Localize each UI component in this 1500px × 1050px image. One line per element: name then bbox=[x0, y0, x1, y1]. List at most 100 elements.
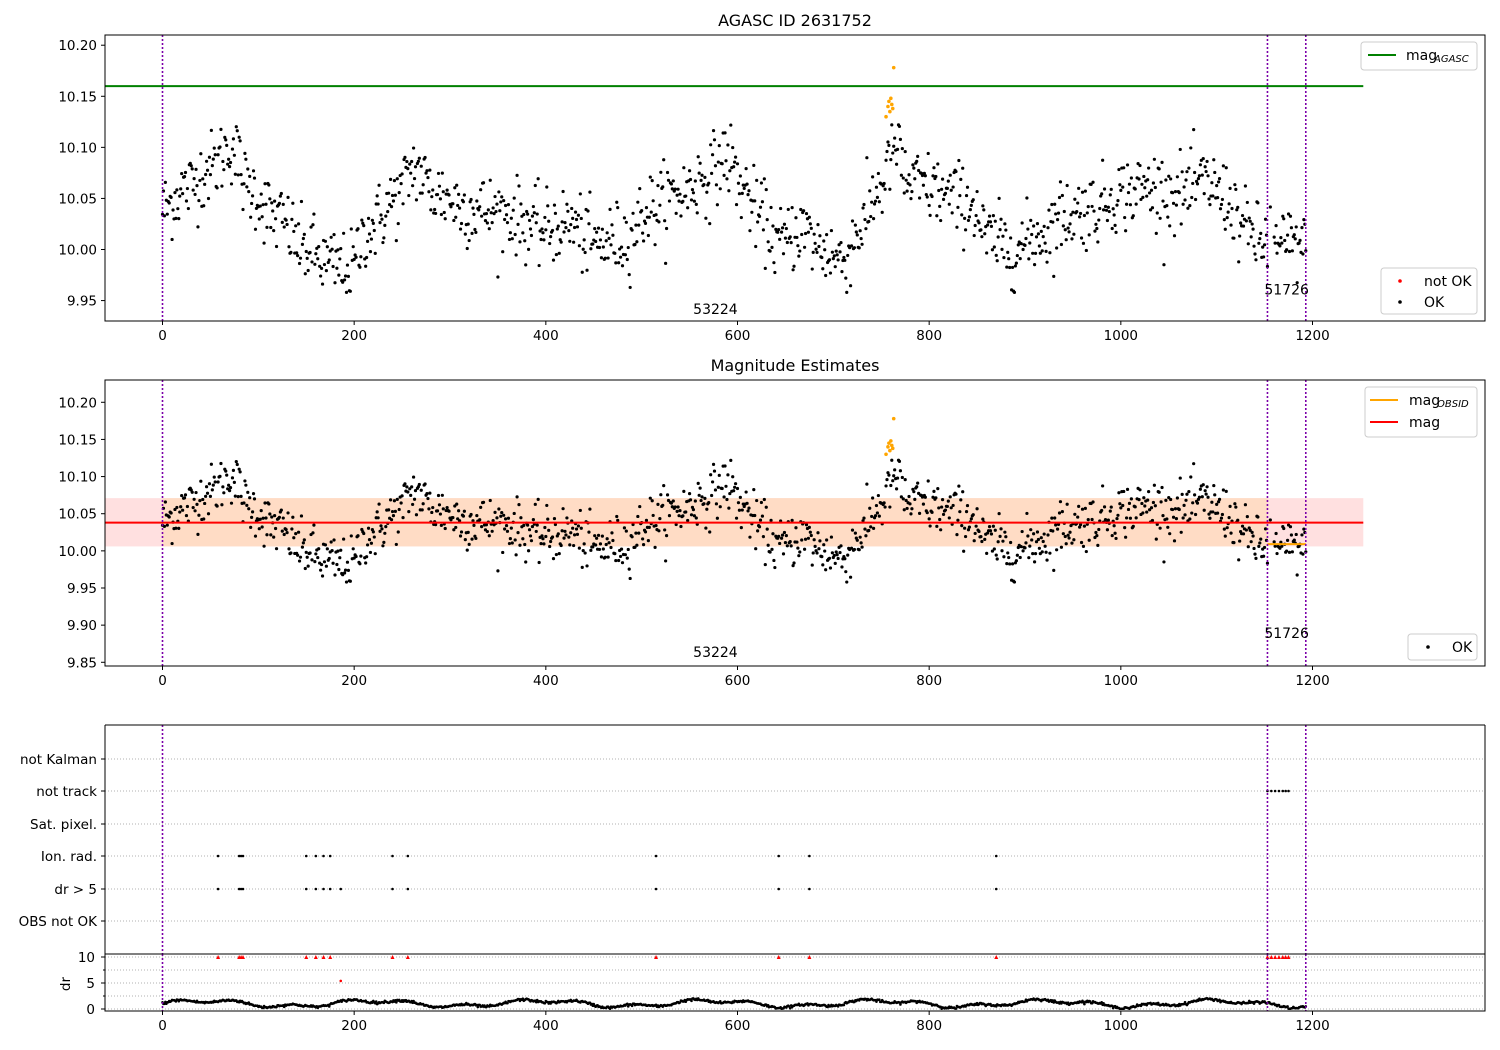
ok-point bbox=[1040, 249, 1044, 253]
flag-label: OBS not OK bbox=[19, 914, 99, 930]
ok-point bbox=[1118, 183, 1122, 187]
ok-point bbox=[562, 536, 566, 540]
ok-point bbox=[717, 473, 721, 477]
ok-point bbox=[501, 550, 505, 555]
ok-point bbox=[760, 514, 765, 518]
ok-point bbox=[271, 209, 275, 213]
ok-point bbox=[206, 512, 211, 516]
ok-point bbox=[848, 575, 853, 579]
ok-point bbox=[956, 205, 960, 209]
ok-point bbox=[848, 284, 853, 288]
ok-point bbox=[626, 245, 630, 250]
ok-point bbox=[729, 458, 733, 462]
ok-point bbox=[661, 503, 665, 507]
dr-point bbox=[521, 997, 525, 1001]
ok-point bbox=[458, 534, 463, 538]
ok-point bbox=[1005, 562, 1009, 566]
ok-point bbox=[228, 160, 233, 165]
ok-point bbox=[994, 553, 998, 557]
ok-point bbox=[390, 509, 395, 514]
ok-point bbox=[1117, 167, 1121, 172]
ok-point bbox=[586, 209, 590, 213]
ok-point bbox=[459, 530, 464, 534]
ok-point bbox=[1217, 497, 1222, 501]
ok-point bbox=[1143, 186, 1147, 190]
ok-point bbox=[1241, 532, 1246, 536]
ok-point bbox=[989, 532, 994, 536]
ok-point bbox=[530, 214, 535, 218]
ok-point bbox=[609, 545, 613, 550]
ok-point bbox=[833, 265, 837, 269]
ok-point bbox=[571, 526, 575, 530]
ok-point bbox=[691, 191, 696, 195]
ok-point bbox=[441, 507, 445, 511]
ok-point bbox=[1219, 202, 1224, 207]
flag-point bbox=[406, 854, 410, 858]
ok-point bbox=[358, 265, 362, 269]
ok-point bbox=[336, 248, 340, 252]
ok-point bbox=[596, 533, 601, 537]
ok-point bbox=[594, 239, 598, 244]
ok-point bbox=[1201, 157, 1205, 161]
ok-point bbox=[1032, 263, 1037, 267]
ok-point bbox=[1193, 170, 1197, 175]
ok-point bbox=[664, 534, 669, 538]
ok-point bbox=[570, 206, 574, 211]
ok-point bbox=[349, 227, 353, 231]
ok-point bbox=[1004, 535, 1008, 539]
ok-point bbox=[748, 535, 752, 539]
ok-point bbox=[665, 170, 670, 175]
x-tick-label: 0 bbox=[158, 328, 167, 344]
ok-point bbox=[1221, 164, 1225, 168]
ok-point bbox=[920, 173, 925, 178]
ok-point bbox=[776, 230, 780, 234]
ok-point bbox=[297, 559, 302, 563]
ok-point bbox=[967, 215, 972, 219]
ok-point bbox=[1035, 222, 1040, 226]
ok-point bbox=[861, 206, 865, 210]
dr-clipped-marker bbox=[1265, 955, 1270, 959]
ok-point bbox=[931, 174, 935, 178]
orange-point bbox=[886, 104, 890, 109]
ok-point bbox=[808, 222, 812, 226]
ok-point bbox=[671, 499, 675, 503]
orange-point bbox=[888, 109, 892, 114]
ok-point bbox=[796, 244, 800, 248]
ok-point bbox=[528, 534, 533, 538]
ok-point bbox=[310, 558, 314, 562]
ok-point bbox=[1006, 551, 1010, 555]
dr-clipped-marker bbox=[216, 955, 221, 959]
ok-point bbox=[186, 206, 190, 211]
obsid-annotation: 53224 bbox=[693, 645, 738, 661]
ok-point bbox=[576, 524, 581, 528]
ok-point bbox=[282, 225, 286, 229]
ok-point bbox=[734, 516, 739, 520]
ok-point bbox=[342, 278, 347, 282]
ok-point bbox=[475, 199, 479, 203]
ok-point bbox=[165, 212, 169, 216]
ok-point bbox=[1180, 170, 1184, 174]
ok-point bbox=[813, 241, 817, 245]
ok-point bbox=[1162, 560, 1166, 564]
x-tick-label: 1200 bbox=[1295, 328, 1329, 344]
ok-point bbox=[636, 514, 640, 519]
ok-point bbox=[1292, 538, 1296, 542]
ok-point bbox=[807, 525, 811, 529]
ok-point bbox=[1039, 229, 1043, 234]
ok-point bbox=[456, 203, 460, 208]
ok-point bbox=[338, 556, 342, 560]
ok-point bbox=[864, 534, 868, 538]
ok-point bbox=[394, 542, 398, 547]
ok-point bbox=[623, 553, 627, 557]
ok-point bbox=[569, 531, 573, 535]
ok-point bbox=[650, 499, 654, 503]
ok-point bbox=[442, 210, 446, 215]
ok-point bbox=[987, 214, 992, 218]
ok-point bbox=[923, 495, 927, 499]
ok-point bbox=[434, 211, 438, 216]
ok-point bbox=[1158, 526, 1162, 530]
obsid-annotation: 53224 bbox=[693, 302, 738, 318]
ok-point bbox=[1081, 544, 1086, 548]
ok-point bbox=[241, 207, 245, 212]
ok-point bbox=[1053, 516, 1057, 520]
